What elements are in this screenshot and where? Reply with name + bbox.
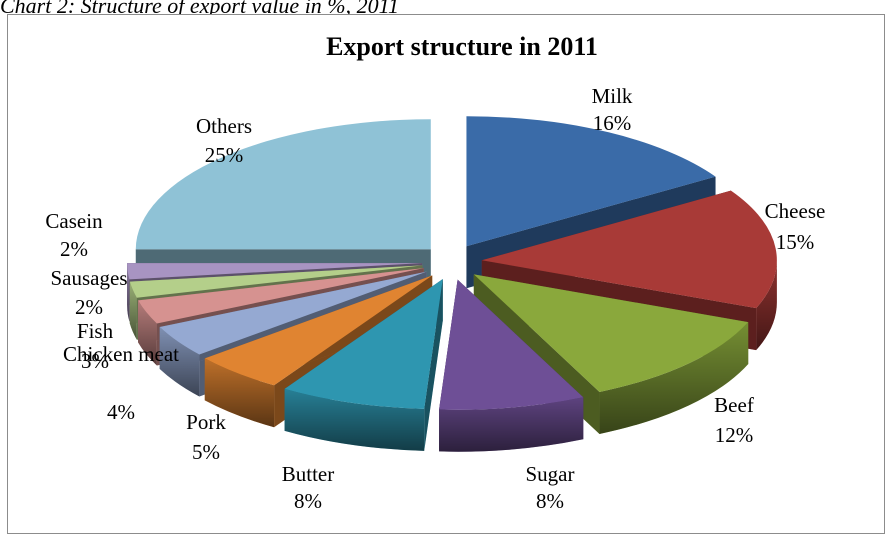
- slice-value-milk: 16%: [593, 111, 632, 135]
- slice-value-casein: 2%: [60, 237, 88, 261]
- pie-slice-sugar: [439, 279, 584, 410]
- slice-value-sausages: 2%: [75, 295, 103, 319]
- slice-label-casein: Casein: [45, 209, 103, 233]
- pie-slice-cheese: [481, 190, 777, 309]
- slice-value-sugar: 8%: [536, 489, 564, 513]
- slice-value-beef: 12%: [715, 423, 754, 447]
- pie-slice-fish: [138, 268, 424, 324]
- slice-label-pork: Pork: [186, 410, 226, 434]
- pie-slice-pork: [204, 275, 433, 386]
- slice-value-fish: 3%: [81, 349, 109, 373]
- pie-slice-sausages: [129, 265, 423, 298]
- slice-label-chicken-meat: Chicken meat: [63, 342, 179, 366]
- pie-slice-beef: [473, 274, 749, 392]
- slice-value-pork: 5%: [192, 440, 220, 464]
- slice-value-cheese: 15%: [776, 230, 815, 254]
- pie-slice-casein: [127, 263, 423, 280]
- pie-slice-others: [135, 119, 431, 250]
- slice-label-sausages: Sausages: [51, 266, 128, 290]
- chart-title: Export structure in 2011: [326, 32, 598, 61]
- pie-chart: Export structure in 2011 Milk 16% Cheese 15…: [45, 32, 826, 513]
- slice-value-chicken-meat: 4%: [107, 400, 135, 424]
- pie-slice-chicken-meat: [159, 271, 427, 355]
- pie-slice-butter: [284, 279, 443, 409]
- chart-caption: Chart 2: Structure of export value in %,…: [0, 0, 399, 15]
- slice-label-butter: Butter: [282, 462, 335, 486]
- slice-label-beef: Beef: [714, 393, 754, 417]
- slice-label-others: Others: [196, 114, 252, 138]
- slice-value-others: 25%: [205, 143, 244, 167]
- slice-value-butter: 8%: [294, 489, 322, 513]
- slice-label-milk: Milk: [592, 84, 633, 108]
- pie-slice-milk: [466, 116, 716, 247]
- slice-label-cheese: Cheese: [765, 199, 826, 223]
- slice-label-fish: Fish: [77, 319, 114, 343]
- slice-label-sugar: Sugar: [526, 462, 575, 486]
